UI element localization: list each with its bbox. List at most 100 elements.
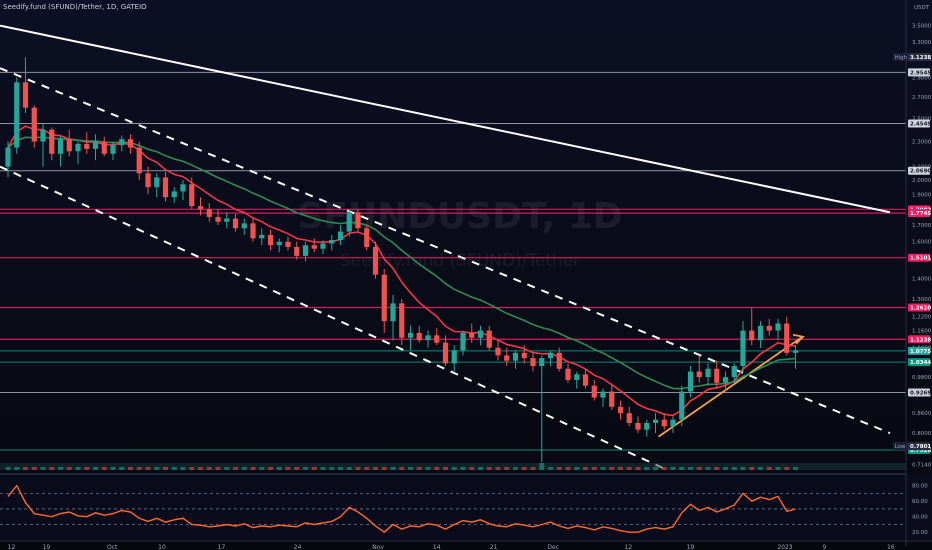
price-level-tag-label: 1.1238	[910, 337, 931, 343]
price-tick-label: 2.9000	[912, 76, 932, 82]
time-tick-label: 9	[822, 544, 826, 550]
volume-bar	[5, 467, 11, 470]
price-level-tag	[908, 253, 930, 262]
volume-bar	[670, 467, 676, 470]
candle-body	[355, 212, 361, 229]
candle-body	[154, 177, 160, 188]
time-axis[interactable]: 1219Oct101724Nov1421Dec1219202391623Feb1…	[0, 540, 932, 550]
candle-body	[75, 143, 81, 152]
volume-bar	[136, 467, 142, 470]
volume-bar	[31, 467, 37, 470]
time-tick-label: 16	[887, 544, 895, 550]
candle-body	[14, 82, 20, 148]
price-level-tag-label: 2.4549	[910, 122, 931, 128]
candle-body	[512, 352, 519, 361]
price-axis[interactable]: 3.50003.30003.10002.90002.70002.50002.30…	[893, 0, 932, 546]
volume-bar	[320, 467, 326, 470]
candle-body	[381, 274, 387, 322]
volume-band	[0, 463, 906, 470]
time-tick-label: 24	[294, 544, 302, 550]
candle-body	[197, 206, 204, 210]
volume-bar	[784, 467, 790, 470]
volume-bar	[233, 467, 238, 470]
candle-body	[49, 129, 55, 154]
price-level-tag	[908, 52, 930, 61]
volume-bar	[583, 467, 588, 470]
volume-bar	[556, 467, 562, 470]
volume-bar	[408, 467, 413, 470]
volume-bar	[329, 467, 335, 470]
rsi-line	[7, 484, 796, 534]
volume-bar	[128, 467, 133, 470]
candle-body	[766, 325, 772, 331]
volume-bar	[635, 467, 641, 470]
candle-body	[92, 141, 99, 149]
price-level-tag-label: 1.0344	[910, 360, 931, 366]
time-tick-label: Dec	[547, 544, 559, 550]
volume-bar	[23, 467, 28, 470]
currency-label: USDT	[914, 5, 930, 11]
time-tick-label: 10	[158, 544, 166, 550]
candle-body	[390, 303, 396, 322]
price-tick-label: 2.7000	[912, 95, 932, 101]
volume-bar	[364, 467, 370, 470]
candle-body	[22, 82, 29, 108]
candles	[5, 57, 799, 463]
price-level-tag	[908, 442, 930, 451]
volume-bar	[58, 467, 63, 470]
candle-body	[565, 368, 571, 380]
candle-body	[451, 350, 457, 364]
trendline-dashed	[0, 67, 891, 435]
candle-body	[617, 406, 624, 414]
trendline-dashed	[0, 165, 668, 471]
volume-bar	[355, 467, 361, 470]
candle-body	[609, 391, 615, 407]
price-level-tag	[908, 358, 930, 367]
candle-body	[84, 143, 90, 149]
candle-body	[276, 241, 282, 246]
rsi-tick-label: 60.00	[912, 499, 928, 505]
volume-bar	[600, 467, 606, 470]
price-level-caption-bg	[893, 52, 908, 61]
candle-body	[714, 368, 720, 383]
volume-bar	[49, 467, 55, 470]
candle-body	[696, 371, 702, 378]
time-tick-label: 17	[218, 544, 226, 550]
volume-bar	[740, 467, 746, 470]
trendline-rising	[658, 337, 802, 438]
candle-body	[644, 422, 650, 430]
rsi-pane: 80.00 60.00 40.00 20.00	[0, 473, 928, 536]
price-tick-label: 1.3000	[912, 297, 932, 303]
time-tick-label: 12	[8, 544, 16, 550]
chart-header-title: Seedify.fund (SFUND)/Tether, 1D, GATEIO	[3, 3, 147, 11]
volume-bar	[311, 467, 317, 470]
volume-bar	[574, 467, 580, 470]
price-tick-label: 2.5000	[912, 116, 932, 122]
candle-body	[101, 141, 107, 154]
candle-body	[320, 243, 326, 249]
price-tick-label: 0.8600	[912, 411, 932, 417]
price-level-caption-bg	[893, 442, 908, 451]
rsi-tick-label: 40.00	[912, 515, 928, 521]
candle-body	[294, 246, 300, 256]
candle-body	[521, 352, 527, 359]
volume-bar	[84, 467, 90, 470]
volume-bar	[679, 467, 685, 470]
price-tick-label: 2.3000	[912, 140, 932, 146]
candle-body	[119, 139, 125, 146]
volume-bar	[241, 467, 247, 470]
candle-body	[705, 368, 711, 378]
volume-bar	[66, 467, 72, 470]
rsi-tick-label: 80.00	[912, 484, 928, 490]
volume-bar	[40, 467, 46, 470]
candle-body	[372, 246, 379, 275]
volume-bar	[390, 467, 396, 470]
volume-bar	[661, 467, 667, 470]
volume-bar	[688, 467, 693, 470]
volume-bar	[119, 467, 125, 470]
trendlines	[0, 24, 891, 471]
candle-body	[250, 223, 256, 239]
volume-bar	[180, 467, 186, 470]
price-tick-label: 3.3000	[912, 40, 932, 46]
